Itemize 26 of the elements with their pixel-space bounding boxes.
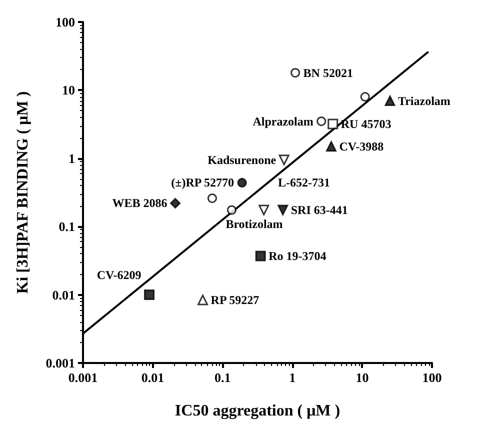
y-axis-title: Ki [3H]PAF BINDING ( μM ) [14,91,32,294]
annotation: (±)RP 52770 [171,176,234,190]
y-tick-label: 0.01 [52,287,75,302]
annotation: SRI 63-441 [290,203,348,218]
annotation: Kadsurenone [208,152,277,167]
x-axis-title: IC50 aggregation ( μM ) [174,402,340,420]
annotation: CV-6209 [96,268,142,282]
annotation: Brotizolam [226,217,283,232]
x-tick-label: 0.1 [214,370,231,385]
y-tick-label: 1 [68,150,75,166]
annotation: BN 52021 [303,66,353,80]
annotation: RP 59227 [210,292,260,307]
y-tick-label: 100 [56,14,75,30]
annotation: Alprazolam [252,114,314,128]
x-tick-label: 10 [356,370,369,385]
x-tick-label: 100 [422,370,442,385]
annotation: Triazolam [398,94,450,108]
annotation: L-652-731 [278,176,330,190]
y-tick-label: 10 [62,82,75,98]
annotation: Ro 19-3704 [268,249,326,264]
x-tick-label: 1 [289,370,296,385]
annotation: WEB 2086 [112,196,168,210]
y-tick-label: 0.001 [46,356,75,370]
y-tick-label: 0.1 [58,219,75,234]
x-tick-label: 0.01 [141,370,164,385]
annotation: CV-3988 [339,139,384,154]
